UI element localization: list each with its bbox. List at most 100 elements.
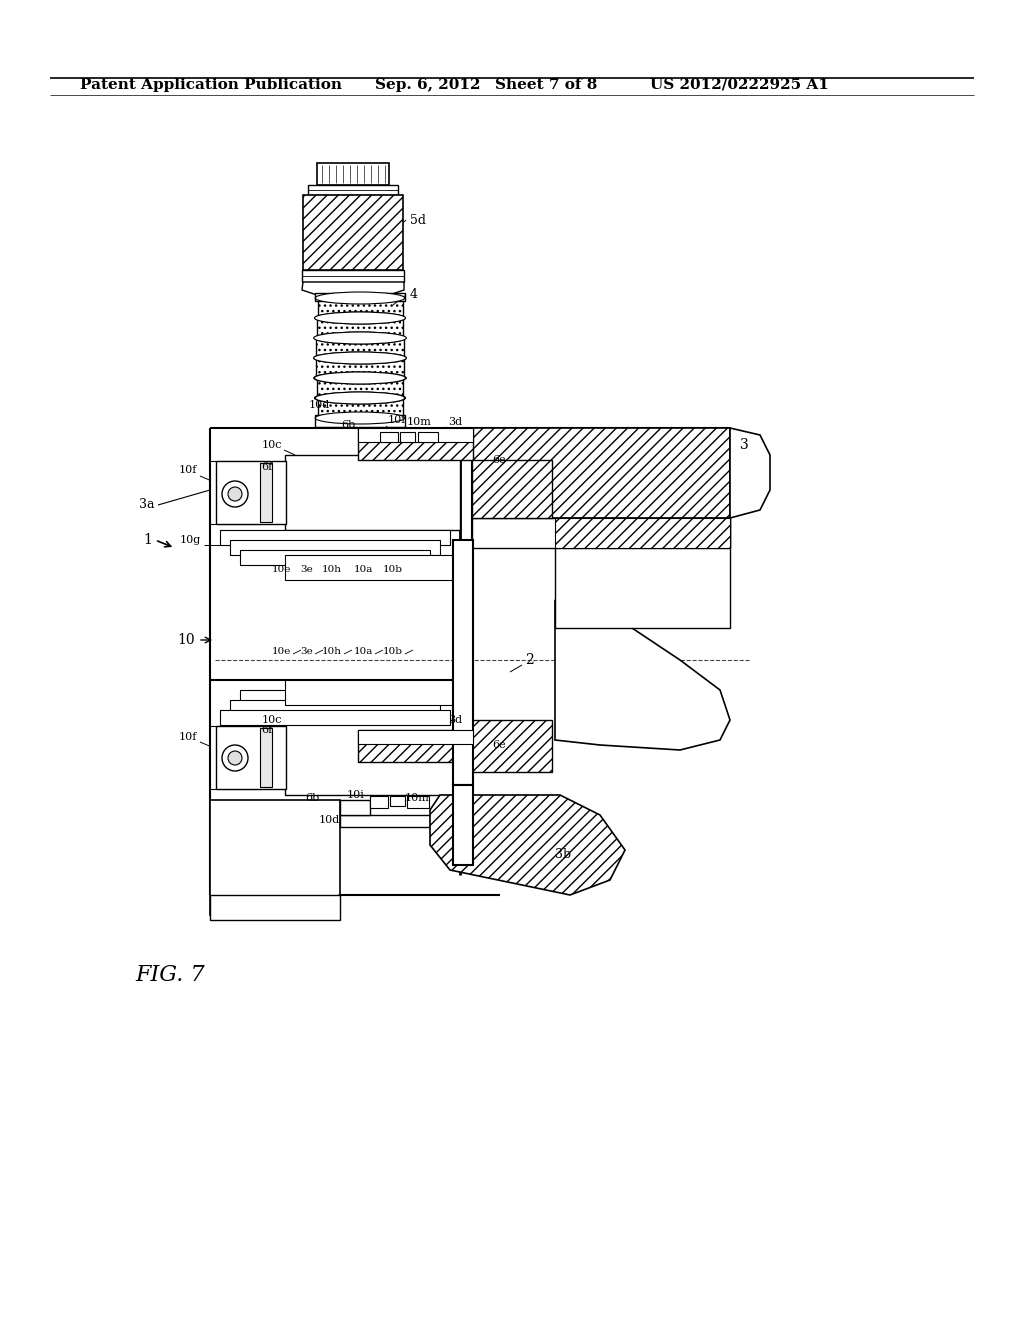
Text: 3: 3 — [740, 438, 749, 451]
Polygon shape — [430, 795, 625, 895]
Bar — [260, 463, 272, 521]
Bar — [400, 432, 415, 442]
Bar — [317, 162, 389, 185]
Ellipse shape — [313, 333, 407, 345]
Text: 6f: 6f — [261, 725, 272, 735]
Polygon shape — [555, 601, 730, 750]
Text: 6e: 6e — [492, 741, 506, 750]
Bar — [358, 428, 473, 459]
Text: 6e: 6e — [492, 455, 506, 465]
Text: 10f: 10f — [178, 465, 197, 475]
Bar — [472, 517, 730, 548]
Text: 4: 4 — [410, 289, 418, 301]
Polygon shape — [730, 428, 770, 517]
Text: US 2012/0222925 A1: US 2012/0222925 A1 — [650, 78, 828, 92]
Text: 6b: 6b — [306, 793, 319, 803]
Bar — [555, 517, 730, 548]
Text: 3a: 3a — [139, 499, 155, 511]
Bar — [315, 293, 406, 301]
Text: 10m: 10m — [407, 417, 432, 426]
Text: 10i: 10i — [388, 414, 406, 425]
Bar — [472, 459, 552, 517]
Text: 3e: 3e — [300, 565, 313, 574]
Text: 10g: 10g — [180, 535, 201, 545]
Polygon shape — [210, 800, 340, 915]
Bar — [210, 461, 260, 524]
Bar — [285, 455, 460, 531]
Polygon shape — [302, 282, 404, 298]
Bar — [358, 428, 473, 442]
Bar — [316, 338, 404, 358]
Bar — [318, 399, 403, 418]
Ellipse shape — [314, 333, 406, 345]
Bar — [308, 185, 398, 195]
Bar — [216, 461, 286, 524]
Ellipse shape — [314, 312, 406, 323]
Bar — [340, 814, 430, 828]
Text: 2: 2 — [525, 653, 534, 667]
Text: 5d: 5d — [410, 214, 426, 227]
Bar — [230, 540, 440, 554]
Bar — [285, 680, 455, 705]
Text: 10e: 10e — [271, 565, 291, 574]
Bar — [472, 719, 552, 772]
Bar — [318, 298, 403, 318]
Text: 10b: 10b — [383, 565, 403, 574]
Circle shape — [228, 487, 242, 502]
Text: 1: 1 — [143, 533, 152, 546]
Bar — [216, 726, 286, 789]
Bar — [472, 428, 730, 517]
Ellipse shape — [313, 352, 407, 364]
Bar — [210, 726, 260, 789]
Bar — [390, 796, 406, 807]
Text: 10: 10 — [177, 634, 195, 647]
Bar — [555, 517, 730, 628]
Ellipse shape — [314, 372, 406, 384]
Bar — [303, 195, 403, 271]
Text: 10a: 10a — [353, 565, 373, 574]
Bar — [317, 378, 403, 399]
Bar — [407, 796, 429, 808]
Text: 10h: 10h — [322, 647, 342, 656]
Bar — [453, 540, 473, 785]
Bar — [358, 730, 473, 744]
Bar — [316, 358, 404, 378]
Ellipse shape — [313, 352, 407, 364]
Ellipse shape — [314, 392, 406, 404]
Bar — [380, 432, 398, 442]
Text: 3e: 3e — [300, 647, 313, 656]
Bar — [285, 719, 460, 795]
Ellipse shape — [315, 392, 404, 404]
Bar — [210, 895, 340, 920]
Bar — [230, 700, 440, 715]
Bar — [358, 730, 473, 762]
Text: FIG. 7: FIG. 7 — [135, 964, 205, 986]
Bar — [317, 318, 403, 338]
Text: 3d: 3d — [449, 417, 462, 426]
Text: Sheet 7 of 8: Sheet 7 of 8 — [495, 78, 597, 92]
Text: 10b: 10b — [383, 647, 403, 656]
Ellipse shape — [315, 312, 404, 323]
Bar — [418, 432, 438, 442]
Text: 10m: 10m — [406, 793, 430, 803]
Text: 10h: 10h — [322, 565, 342, 574]
Text: 6b: 6b — [342, 420, 356, 430]
Text: Patent Application Publication: Patent Application Publication — [80, 78, 342, 92]
Text: 10d: 10d — [309, 400, 330, 411]
Text: 10a: 10a — [353, 647, 373, 656]
Bar — [315, 414, 406, 426]
Circle shape — [222, 744, 248, 771]
Bar — [260, 729, 272, 787]
Text: Sep. 6, 2012: Sep. 6, 2012 — [375, 78, 480, 92]
Text: 10c: 10c — [261, 715, 282, 725]
Text: 10f: 10f — [178, 733, 197, 742]
Text: 6f: 6f — [261, 462, 272, 473]
Text: 10e: 10e — [271, 647, 291, 656]
Text: 10i: 10i — [347, 789, 365, 800]
Bar — [220, 710, 450, 725]
Bar — [220, 531, 450, 545]
Text: 3b: 3b — [555, 849, 571, 862]
Circle shape — [222, 480, 248, 507]
Bar — [302, 271, 404, 282]
Ellipse shape — [315, 412, 404, 424]
